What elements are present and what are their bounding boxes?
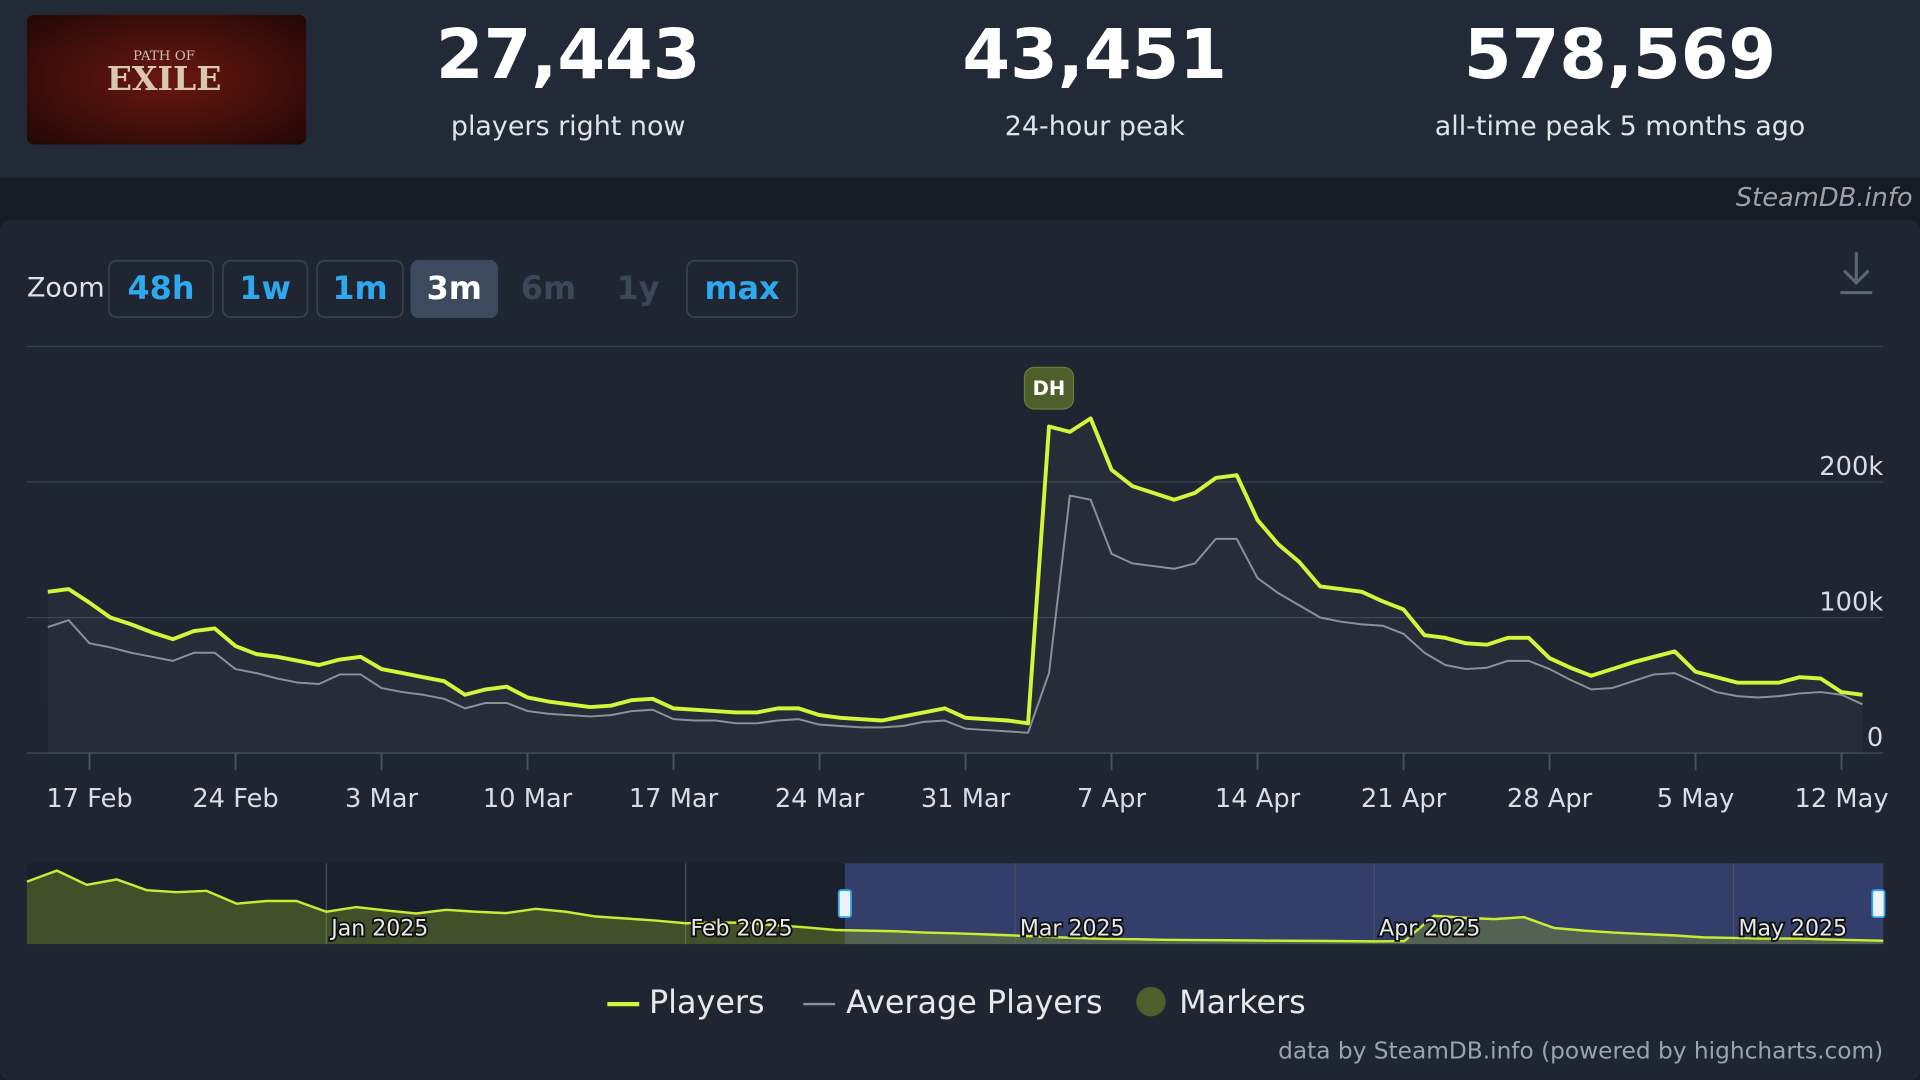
download-icon[interactable] — [1840, 252, 1873, 295]
navigator-label: Feb 2025 — [691, 916, 793, 941]
navigator-area — [26, 870, 1884, 945]
navigator-line — [26, 869, 1884, 943]
players-line — [47, 416, 1863, 726]
y-tick-label: 200k — [1819, 452, 1883, 482]
zoom-button-bg — [221, 259, 309, 319]
zoom-button-label: 1m — [332, 269, 387, 307]
zoom-button-bg — [316, 259, 404, 319]
navigator-label: May 2025 — [1738, 916, 1847, 941]
zoom-button-bg — [108, 259, 214, 319]
average-line — [47, 494, 1863, 734]
zoom-button-label: 1w — [239, 269, 291, 307]
logo-top-text: PATH OF — [133, 49, 195, 64]
logo-main-text: EXILE — [107, 59, 222, 98]
zoom-button-label: 3m — [427, 269, 482, 307]
navigator-label: Apr 2025 — [1379, 916, 1480, 941]
stat-value: 578,569 — [1464, 15, 1776, 95]
stat-label: players right now — [451, 111, 686, 142]
stat-label: 24-hour peak — [1005, 111, 1185, 142]
zoom-button-bg — [686, 259, 799, 319]
legend-label[interactable]: Average Players — [846, 983, 1102, 1021]
zoom-button: 6m — [521, 269, 576, 307]
zoom-button-label: 6m — [521, 269, 576, 307]
x-tick-label: 5 May — [1657, 784, 1735, 814]
stat-label: all-time peak 5 months ago — [1435, 111, 1806, 142]
zoom-button-bg — [410, 259, 499, 319]
marker-label: DH — [1033, 377, 1066, 400]
zoom-label: Zoom — [27, 272, 105, 303]
x-tick-label: 17 Mar — [629, 784, 719, 814]
legend-label[interactable]: Markers — [1179, 983, 1306, 1021]
x-tick-label: 24 Mar — [775, 784, 865, 814]
x-tick-label: 28 Apr — [1507, 784, 1593, 814]
y-tick-label: 100k — [1819, 587, 1883, 617]
zoom-button[interactable]: 3m — [410, 259, 499, 319]
navigator-handle[interactable] — [837, 889, 852, 919]
legend-label[interactable]: Players — [649, 983, 765, 1021]
stat-value: 43,451 — [962, 15, 1227, 95]
zoom-button[interactable]: 48h — [108, 259, 214, 319]
header-panel — [0, 0, 1920, 178]
marker-flag — [1023, 366, 1075, 410]
x-tick-label: 17 Feb — [46, 784, 132, 814]
navigator-label: Mar 2025 — [1020, 916, 1125, 941]
legend-swatch — [1136, 986, 1166, 1017]
x-tick-label: 7 Apr — [1077, 784, 1146, 814]
chart-panel — [0, 220, 1920, 1080]
x-tick-label: 14 Apr — [1215, 784, 1301, 814]
zoom-button[interactable]: 1w — [221, 259, 309, 319]
zoom-button[interactable]: 1m — [316, 259, 404, 319]
x-tick-label: 24 Feb — [192, 784, 278, 814]
zoom-button-label: 1y — [617, 269, 660, 307]
x-tick-label: 3 Mar — [345, 784, 418, 814]
zoom-button-label: max — [704, 269, 780, 307]
x-tick-label: 12 May — [1795, 784, 1889, 814]
x-tick-label: 21 Apr — [1361, 784, 1447, 814]
x-tick-label: 31 Mar — [921, 784, 1011, 814]
game-logo — [26, 14, 307, 145]
zoom-button-label: 48h — [128, 269, 195, 307]
stat-value: 27,443 — [436, 15, 701, 95]
zoom-button: 1y — [617, 269, 660, 307]
navigator-window — [844, 863, 1884, 945]
chart-credit: data by SteamDB.info (powered by highcha… — [1278, 1037, 1883, 1064]
navigator-label: Jan 2025 — [329, 916, 428, 941]
navigator-handle[interactable] — [1871, 889, 1886, 919]
y-tick-label: 0 — [1867, 723, 1883, 753]
zoom-button[interactable]: max — [686, 259, 799, 319]
x-tick-label: 10 Mar — [483, 784, 573, 814]
credit: SteamDB.info — [1736, 183, 1913, 213]
